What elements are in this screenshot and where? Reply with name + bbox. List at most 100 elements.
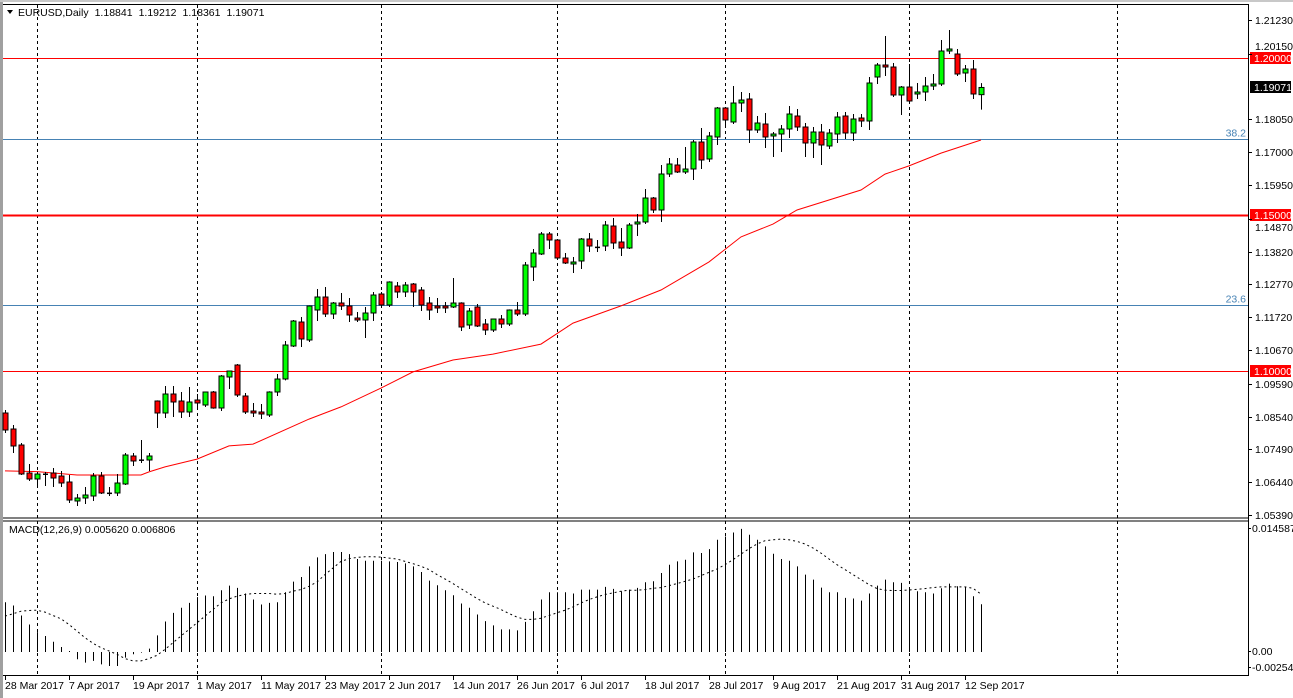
candle[interactable] <box>898 86 905 115</box>
candle[interactable] <box>434 298 441 313</box>
candle[interactable] <box>330 302 337 319</box>
candle[interactable] <box>810 127 817 158</box>
candle[interactable] <box>490 318 497 332</box>
candle[interactable] <box>34 472 41 487</box>
candlestick-series[interactable] <box>2 30 985 506</box>
candle[interactable] <box>714 107 721 145</box>
candle[interactable] <box>522 262 529 316</box>
candle[interactable] <box>370 292 377 321</box>
price-axis[interactable]: 1.20000 1.15000 1.10000 1.19071 1.21230 1.201… <box>1248 15 1293 674</box>
candle[interactable] <box>130 453 137 466</box>
candle[interactable] <box>26 464 33 481</box>
candle[interactable] <box>346 298 353 322</box>
candle[interactable] <box>730 86 737 124</box>
candle[interactable] <box>378 292 385 307</box>
candle[interactable] <box>306 305 313 342</box>
candle[interactable] <box>602 221 609 251</box>
candle[interactable] <box>658 165 665 222</box>
candle[interactable] <box>58 471 65 487</box>
candle[interactable] <box>170 386 177 417</box>
candle[interactable] <box>242 393 249 414</box>
candle[interactable] <box>410 283 417 307</box>
candle[interactable] <box>82 487 89 504</box>
candle[interactable] <box>458 302 465 331</box>
candle[interactable] <box>954 49 961 76</box>
candle[interactable] <box>10 425 17 453</box>
candle[interactable] <box>418 287 425 311</box>
candle[interactable] <box>762 113 769 148</box>
candle[interactable] <box>610 218 617 249</box>
candle[interactable] <box>210 391 217 409</box>
candle[interactable] <box>322 287 329 317</box>
candle[interactable] <box>586 233 593 252</box>
candle[interactable] <box>282 341 289 381</box>
candle[interactable] <box>626 223 633 249</box>
candle[interactable] <box>74 494 81 506</box>
candle[interactable] <box>258 404 265 419</box>
candle[interactable] <box>482 319 489 335</box>
candle[interactable] <box>122 453 129 485</box>
candle[interactable] <box>818 124 825 165</box>
candle[interactable] <box>298 317 305 347</box>
candle[interactable] <box>634 214 641 236</box>
candle[interactable] <box>690 140 697 180</box>
candle[interactable] <box>450 278 457 308</box>
candle[interactable] <box>514 302 521 316</box>
candle[interactable] <box>770 132 777 157</box>
candle[interactable] <box>442 302 449 313</box>
candle[interactable] <box>890 63 897 97</box>
candle[interactable] <box>274 374 281 396</box>
candle[interactable] <box>850 114 857 141</box>
candle[interactable] <box>426 297 433 320</box>
candle[interactable] <box>114 474 121 496</box>
candle[interactable] <box>650 197 657 213</box>
candle[interactable] <box>338 293 345 310</box>
candle[interactable] <box>674 158 681 173</box>
candle[interactable] <box>706 132 713 162</box>
candle[interactable] <box>186 387 193 417</box>
candle[interactable] <box>642 189 649 224</box>
candle[interactable] <box>666 158 673 177</box>
candle[interactable] <box>970 60 977 99</box>
candle[interactable] <box>474 304 481 327</box>
candle[interactable] <box>234 364 241 397</box>
candle[interactable] <box>754 116 761 133</box>
candle[interactable] <box>682 147 689 174</box>
candle[interactable] <box>834 112 841 143</box>
candle[interactable] <box>466 308 473 329</box>
candle[interactable] <box>354 312 361 322</box>
candle[interactable] <box>178 392 185 418</box>
candle[interactable] <box>18 443 25 475</box>
candle[interactable] <box>402 282 409 297</box>
candle[interactable] <box>146 453 153 471</box>
candle[interactable] <box>530 249 537 281</box>
candle[interactable] <box>50 468 57 487</box>
candle[interactable] <box>394 282 401 298</box>
candle[interactable] <box>386 281 393 307</box>
candle[interactable] <box>802 123 809 157</box>
candle[interactable] <box>362 307 369 338</box>
date-axis[interactable]: 28 Mar 2017 7 Apr 2017 19 Apr 2017 1 May 20… <box>5 676 1025 692</box>
candle[interactable] <box>882 36 889 76</box>
candle[interactable] <box>554 239 561 260</box>
candle[interactable] <box>874 63 881 84</box>
candle[interactable] <box>562 253 569 264</box>
candle[interactable] <box>218 375 225 411</box>
candle[interactable] <box>570 257 577 273</box>
candle[interactable] <box>826 129 833 149</box>
candle[interactable] <box>194 394 201 408</box>
candle[interactable] <box>962 65 969 82</box>
triangle-down-icon[interactable] <box>7 10 13 14</box>
candle[interactable] <box>618 228 625 256</box>
candle[interactable] <box>946 30 953 54</box>
candle[interactable] <box>858 114 865 127</box>
candle[interactable] <box>506 309 513 326</box>
candle[interactable] <box>43 472 48 486</box>
candle[interactable] <box>2 410 9 433</box>
candle[interactable] <box>98 472 105 494</box>
candle[interactable] <box>546 232 553 249</box>
candle[interactable] <box>842 112 849 139</box>
candle[interactable] <box>154 400 161 428</box>
candle[interactable] <box>314 289 321 321</box>
candle[interactable] <box>738 92 745 112</box>
